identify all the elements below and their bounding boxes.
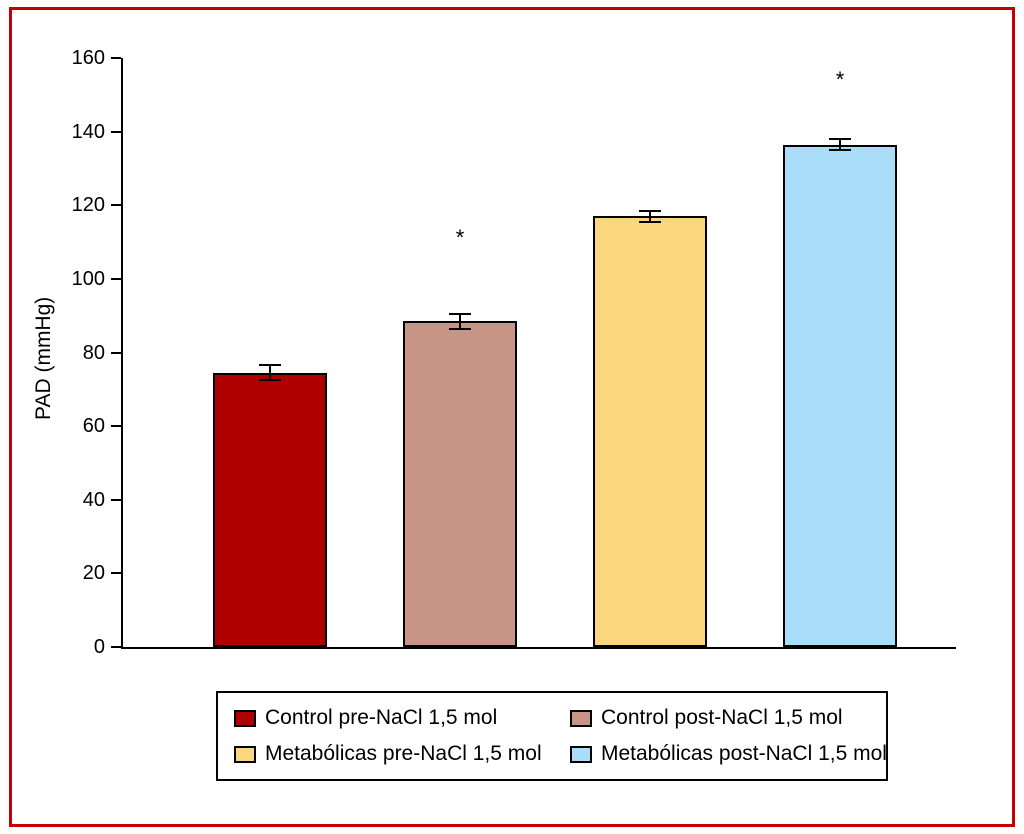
error-bar-line	[459, 313, 461, 329]
error-bar-line	[649, 210, 651, 222]
legend-box: Control pre-NaCl 1,5 mol Control post-NaC…	[216, 691, 888, 781]
error-bar-cap-top	[449, 312, 471, 315]
figure-frame: PAD (mmHg) 0 20 40 60 80 100 120 140 160 * * Contr…	[9, 7, 1015, 827]
legend-item: Metabólicas pre-NaCl 1,5 mol	[234, 742, 562, 766]
legend-item: Metabólicas post-NaCl 1,5 mol	[570, 742, 887, 766]
y-tick-mark	[111, 130, 121, 133]
error-bar-cap-bottom	[829, 149, 851, 152]
bar	[213, 372, 327, 647]
legend-label: Control post-NaCl 1,5 mol	[601, 706, 843, 729]
legend-swatch	[234, 709, 256, 727]
error-bar-cap-top	[639, 209, 661, 212]
bar	[593, 216, 707, 647]
error-bar-cap-bottom	[449, 327, 471, 330]
error-bar-cap-bottom	[639, 220, 661, 223]
y-tick-mark	[111, 572, 121, 575]
error-bar-cap-top	[259, 364, 281, 367]
y-tick-label: 100	[71, 267, 105, 290]
y-tick-label: 120	[71, 194, 105, 217]
error-bar-line	[839, 138, 841, 151]
y-tick-label: 160	[71, 47, 105, 69]
bar	[403, 321, 517, 647]
y-tick-label: 20	[82, 562, 105, 585]
significance-asterisk: *	[835, 67, 845, 93]
y-tick-label: 0	[93, 636, 105, 658]
y-tick-label: 80	[82, 341, 105, 364]
legend-swatch	[570, 745, 592, 763]
legend-swatch	[234, 745, 256, 763]
y-tick-mark	[111, 646, 121, 648]
y-tick-mark	[111, 204, 121, 207]
legend-swatch	[570, 709, 592, 727]
y-tick-label: 60	[82, 415, 105, 438]
y-tick-mark	[111, 351, 121, 354]
legend-label: Control pre-NaCl 1,5 mol	[265, 706, 498, 729]
legend-label: Metabólicas post-NaCl 1,5 mol	[601, 742, 887, 765]
legend-item: Control post-NaCl 1,5 mol	[570, 706, 887, 730]
error-bar-cap-top	[829, 137, 851, 140]
y-tick-label: 40	[82, 488, 105, 511]
plot-area: 0 20 40 60 80 100 120 140 160 * *	[12, 10, 1012, 824]
legend-label: Metabólicas pre-NaCl 1,5 mol	[265, 742, 542, 765]
legend-item: Control pre-NaCl 1,5 mol	[234, 706, 562, 730]
significance-asterisk: *	[455, 225, 465, 251]
y-tick-label: 140	[71, 120, 105, 143]
x-axis-line	[121, 647, 956, 649]
error-bar-line	[269, 365, 271, 381]
error-bar-cap-bottom	[259, 379, 281, 382]
y-tick-mark	[111, 425, 121, 428]
bar	[783, 144, 897, 647]
y-axis-line	[121, 58, 123, 649]
y-tick-mark	[111, 498, 121, 501]
y-tick-mark	[111, 277, 121, 280]
y-tick-mark	[111, 57, 121, 59]
